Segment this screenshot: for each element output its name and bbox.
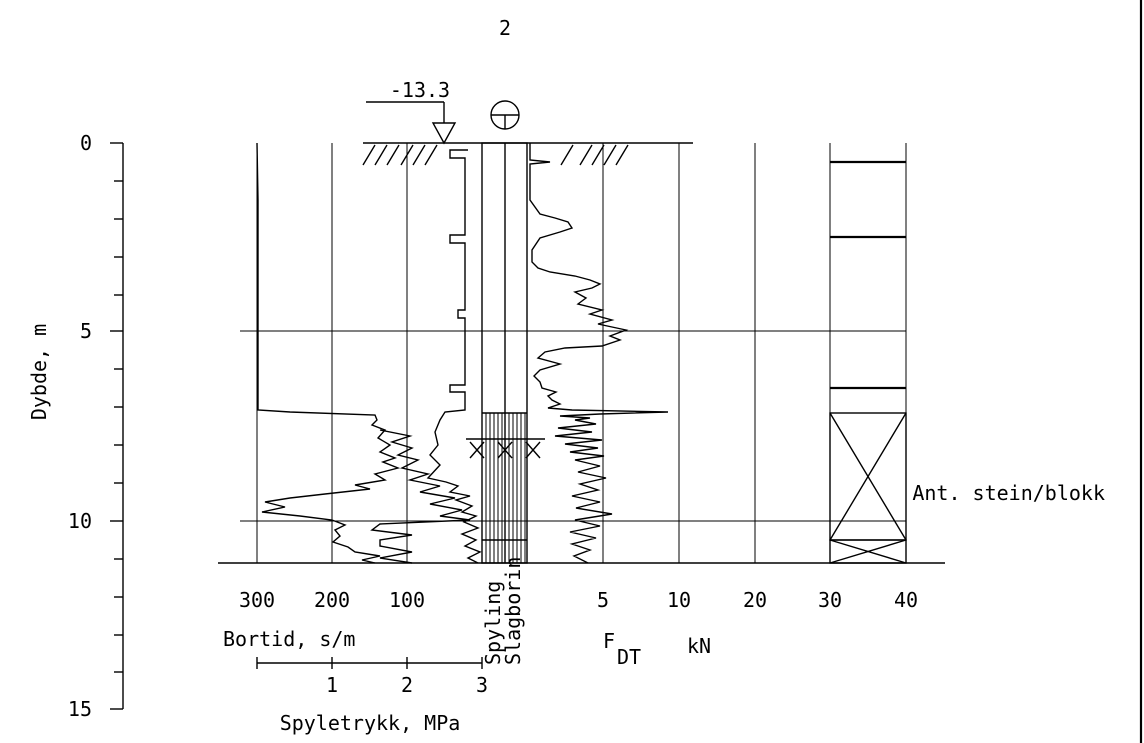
force-axis-label-unit: kN bbox=[687, 634, 711, 658]
block-box-cross bbox=[829, 539, 907, 564]
ground-level-value: -13.3 bbox=[390, 78, 450, 102]
rock-marker-crosses bbox=[469, 441, 541, 459]
stone-column-label: Ant. stein/blokk bbox=[912, 481, 1105, 505]
terrain-hatch-left bbox=[362, 144, 438, 166]
force-curve bbox=[529, 143, 669, 564]
method-label-slagborin: Slagborin bbox=[501, 557, 525, 665]
method-hatch bbox=[485, 413, 526, 563]
force-tick-label: 20 bbox=[743, 588, 767, 612]
depth-tick-label: 5 bbox=[80, 319, 92, 343]
method-label-spyling: Spyling bbox=[481, 581, 505, 665]
force-tick-label: 30 bbox=[818, 588, 842, 612]
spyletrykk-tick-label: 2 bbox=[401, 673, 413, 697]
bortid-tick-label: 200 bbox=[314, 588, 350, 612]
level-triangle-icon bbox=[431, 122, 457, 145]
force-axis-label-subscript: DT bbox=[617, 645, 641, 669]
method-column: Spyling Slagborin bbox=[466, 142, 545, 665]
spyletrykk-axis-label: Spyletrykk, MPa bbox=[280, 711, 461, 735]
force-tick-label: 10 bbox=[667, 588, 691, 612]
depth-tick-label: 10 bbox=[68, 509, 92, 533]
borehole-number: 2 bbox=[499, 16, 511, 40]
depth-tick-label: 0 bbox=[80, 131, 92, 155]
force-line bbox=[529, 143, 669, 564]
spyletrykk-tick-label: 1 bbox=[326, 673, 338, 697]
stone-column: Ant. stein/blokk bbox=[829, 160, 1105, 564]
block-box-cross bbox=[829, 412, 907, 541]
bortid-axis: 300 200 100 Bortid, s/m bbox=[223, 588, 425, 651]
force-tick-label: 5 bbox=[597, 588, 609, 612]
bortid-tick-label: 300 bbox=[239, 588, 275, 612]
force-axis-label-main: F bbox=[603, 629, 615, 653]
terrain-hatch-right bbox=[560, 144, 629, 166]
spyletrykk-tick-label: 3 bbox=[476, 673, 488, 697]
block-box bbox=[829, 539, 907, 564]
bortid-curve bbox=[256, 142, 471, 564]
depth-axis: 0 5 10 15 Dybde, m bbox=[27, 131, 124, 721]
spyletrykk-curve bbox=[426, 149, 482, 564]
spyletrykk-axis: 1 2 3 Spyletrykk, MPa bbox=[256, 657, 488, 735]
force-axis: 5 10 20 30 40 F DT kN bbox=[597, 588, 918, 669]
force-tick-label: 40 bbox=[894, 588, 918, 612]
depth-tick-label: 15 bbox=[68, 697, 92, 721]
ground-surface: -13.3 bbox=[362, 78, 693, 166]
spyletrykk-line bbox=[426, 149, 482, 564]
bortid-line-2 bbox=[370, 429, 471, 564]
bortid-axis-label: Bortid, s/m bbox=[223, 627, 355, 651]
bortid-line bbox=[256, 142, 401, 564]
depth-axis-label: Dybde, m bbox=[27, 324, 51, 420]
bortid-tick-label: 100 bbox=[389, 588, 425, 612]
grid bbox=[218, 143, 945, 564]
